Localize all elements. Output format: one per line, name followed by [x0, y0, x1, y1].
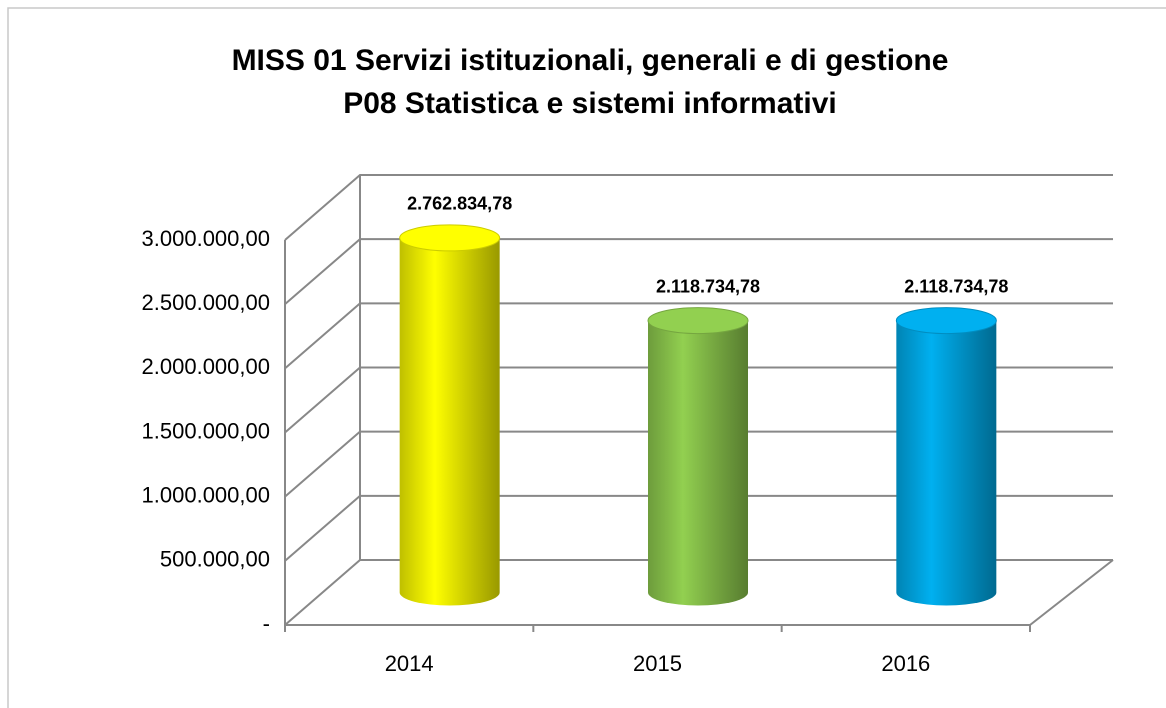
chart-frame	[7, 7, 1166, 708]
bar-body	[896, 320, 997, 606]
y-tick-label: 2.000.000,00	[142, 354, 270, 379]
data-label: 2.118.734,78	[656, 276, 760, 296]
y-tick-label: 2.500.000,00	[142, 290, 270, 315]
bar	[647, 307, 749, 606]
y-tick-label: 3.000.000,00	[142, 226, 270, 251]
grid-line	[284, 302, 1113, 370]
chart-title: MISS 01 Servizi istituzionali, generali …	[232, 44, 949, 77]
bar	[895, 307, 997, 606]
grid-line	[284, 174, 1113, 241]
grid-line	[284, 430, 1113, 498]
y-tick-label: -	[263, 611, 270, 636]
bar-body	[399, 237, 500, 606]
grid-line	[284, 366, 1113, 434]
y-tick-label: 1.000.000,00	[142, 482, 270, 507]
bar	[399, 224, 501, 606]
x-tick-label: 2014	[385, 651, 434, 676]
chart-title: P08 Statistica e sistemi informativi	[343, 87, 837, 120]
x-tick-label: 2015	[633, 651, 682, 676]
x-tick-label: 2016	[881, 651, 930, 676]
bar-top	[895, 307, 997, 335]
data-label: 2.762.834,78	[407, 194, 512, 214]
grid-line	[284, 238, 1113, 305]
y-tick-label: 500.000,00	[160, 547, 270, 572]
grid-line	[284, 494, 1113, 562]
bar-body	[648, 320, 748, 606]
bar-top	[399, 224, 501, 252]
axis-line	[1029, 559, 1114, 626]
grid-line	[284, 559, 1113, 626]
data-label: 2.118.734,78	[904, 276, 1008, 296]
y-tick-label: 1.500.000,00	[142, 418, 270, 443]
bar-top	[647, 307, 749, 335]
